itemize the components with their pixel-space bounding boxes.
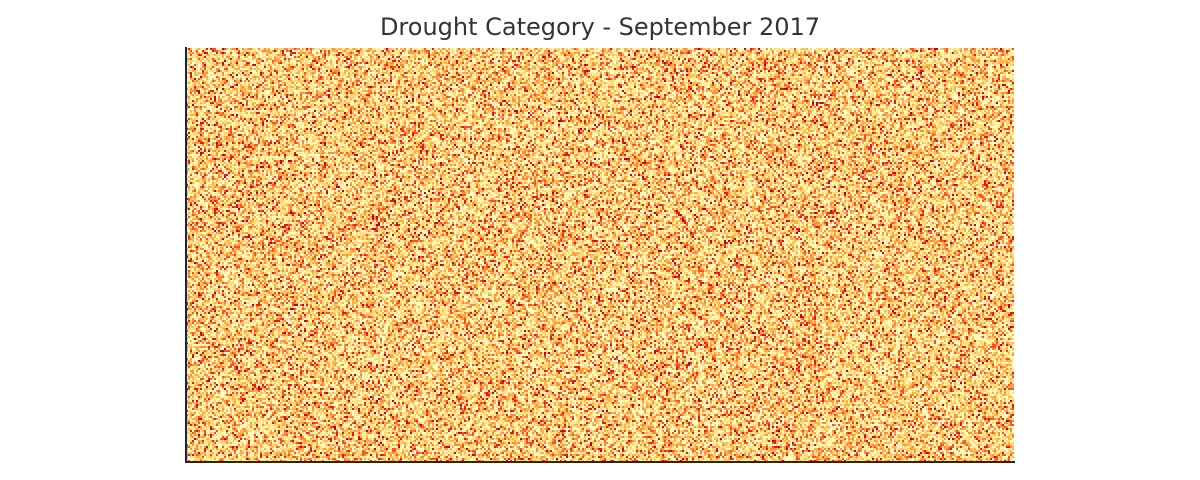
bottom-axis-spine	[185, 461, 1015, 463]
chart-title: Drought Category - September 2017	[379, 13, 821, 41]
plot-area	[186, 48, 1014, 462]
heatmap-grid	[186, 48, 1014, 462]
left-axis-spine	[185, 47, 187, 463]
